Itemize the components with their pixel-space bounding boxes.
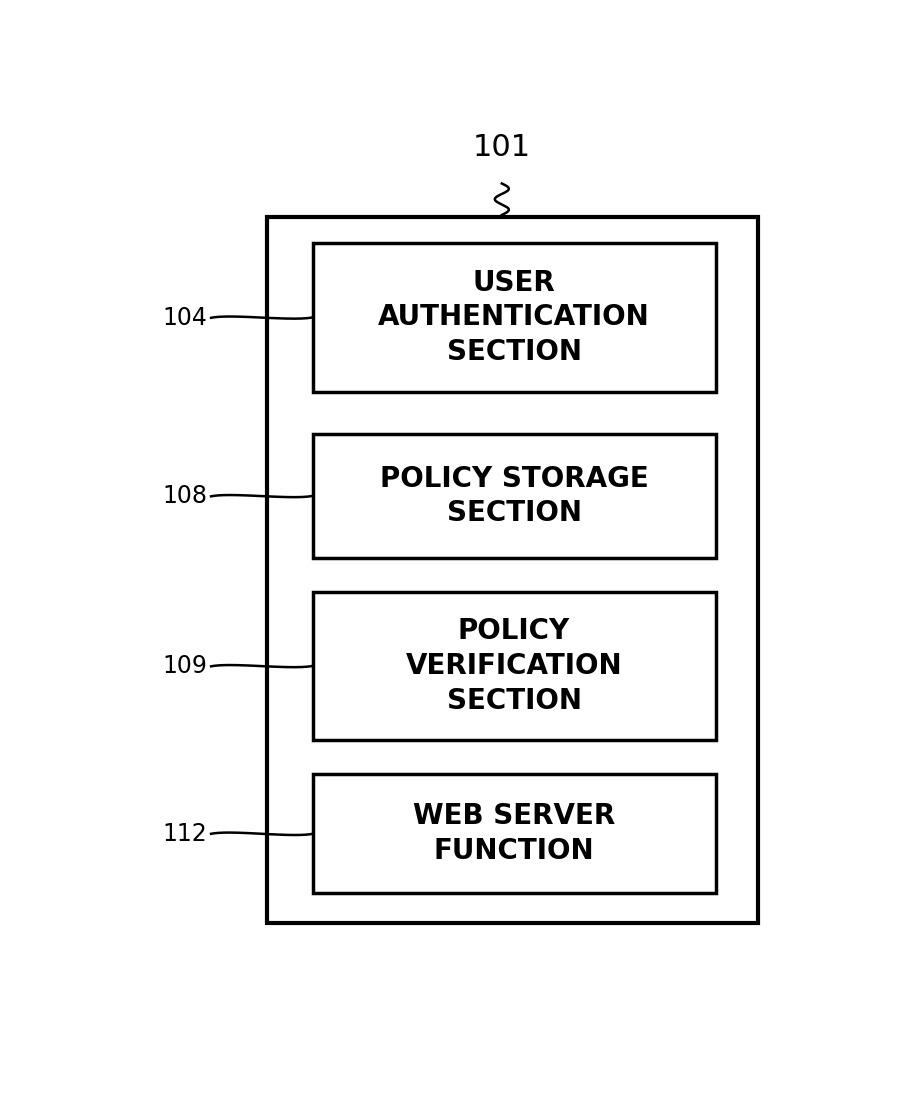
Text: 108: 108 <box>163 485 208 508</box>
Text: POLICY
VERIFICATION
SECTION: POLICY VERIFICATION SECTION <box>405 617 622 714</box>
FancyBboxPatch shape <box>312 243 715 392</box>
Text: POLICY STORAGE
SECTION: POLICY STORAGE SECTION <box>379 465 647 528</box>
FancyBboxPatch shape <box>312 592 715 741</box>
FancyBboxPatch shape <box>312 434 715 558</box>
FancyBboxPatch shape <box>312 774 715 893</box>
Text: 101: 101 <box>472 134 530 162</box>
Text: USER
AUTHENTICATION
SECTION: USER AUTHENTICATION SECTION <box>377 268 649 365</box>
Text: WEB SERVER
FUNCTION: WEB SERVER FUNCTION <box>413 803 615 866</box>
Text: 109: 109 <box>163 655 208 678</box>
Text: 104: 104 <box>163 306 208 330</box>
Text: 112: 112 <box>163 821 208 846</box>
FancyBboxPatch shape <box>267 217 757 923</box>
